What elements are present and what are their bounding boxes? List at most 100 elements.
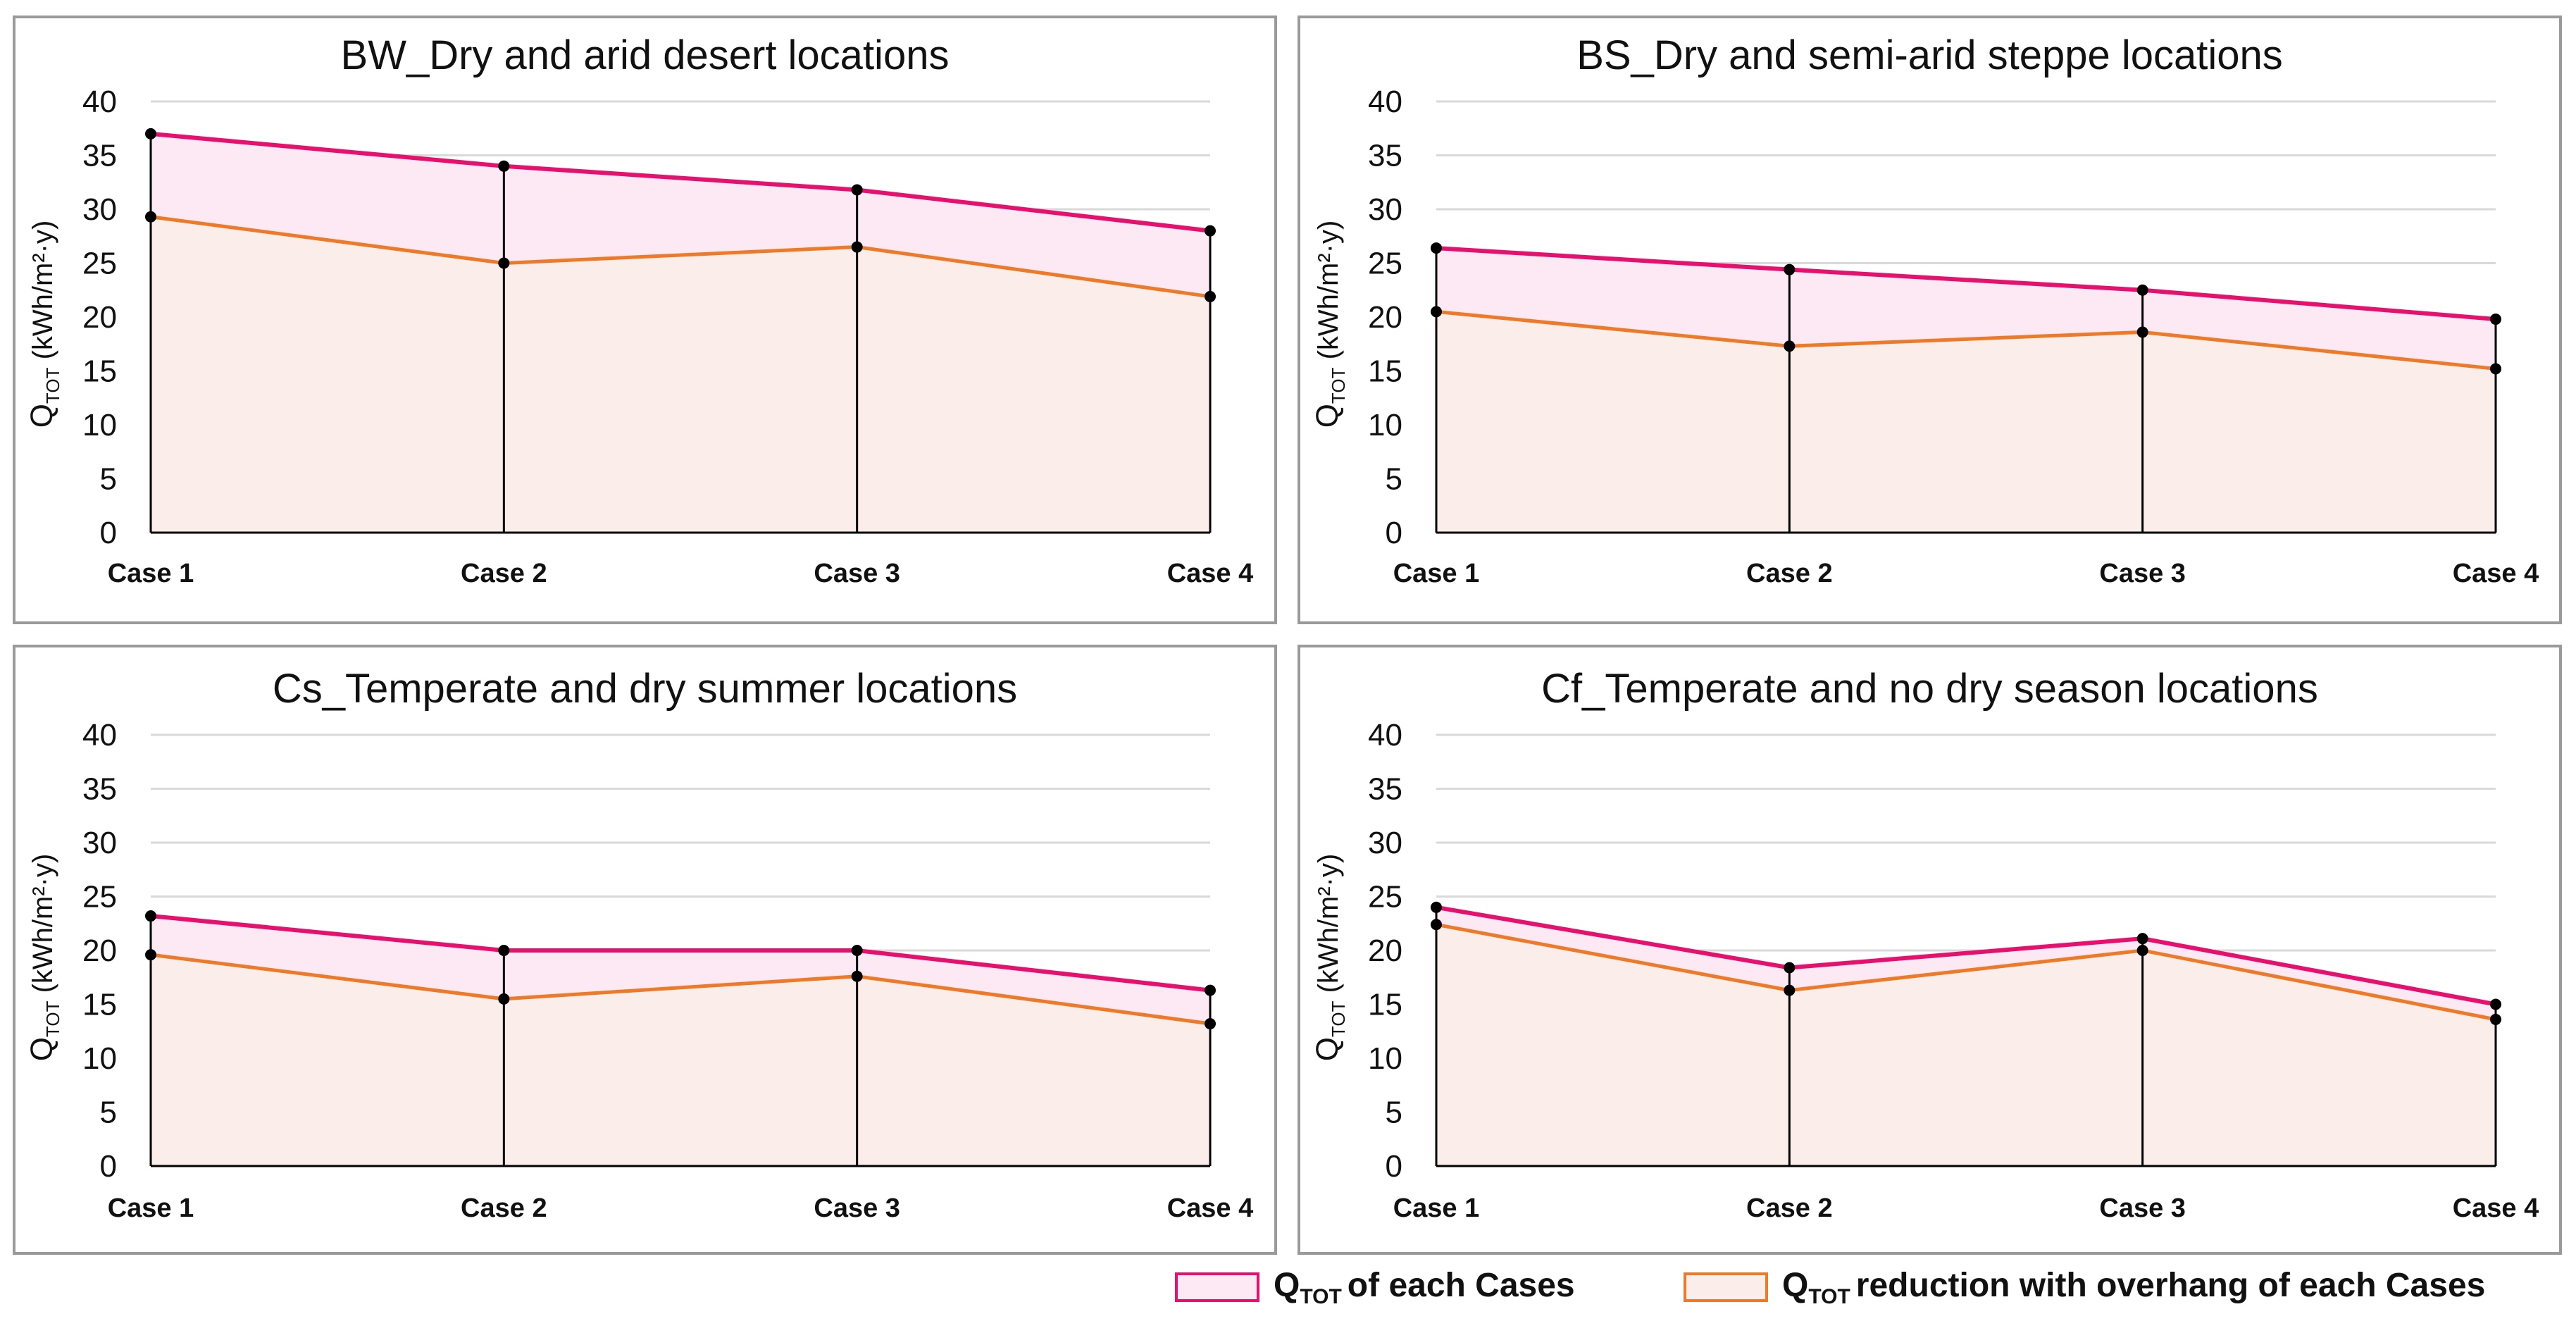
point-total xyxy=(498,160,510,172)
y-tick-label: 30 xyxy=(82,192,117,227)
y-axis-label: QTOT (kWh/m²·y) xyxy=(1310,221,1349,428)
x-tick-label: Case 4 xyxy=(1167,559,1254,588)
area-total xyxy=(151,133,1210,297)
chart-panel-cs: Cs_Temperate and dry summer locations 0 5 1… xyxy=(13,645,1277,1255)
point-reduction xyxy=(2136,945,2148,956)
series-line-total xyxy=(150,914,1211,993)
y-tick-label: 25 xyxy=(1368,880,1402,914)
y-tick-label: 35 xyxy=(82,772,117,807)
y-tick-label: 30 xyxy=(82,826,117,860)
point-reduction xyxy=(2490,1013,2501,1025)
area-reduction xyxy=(1436,924,2496,1166)
series-line-reduction xyxy=(150,953,1211,1026)
y-tick-label: 5 xyxy=(100,1096,117,1130)
point-total xyxy=(2136,284,2148,296)
y-tick-label: 25 xyxy=(82,880,117,914)
y-tick-label: 35 xyxy=(1368,772,1402,807)
y-tick-label: 20 xyxy=(1368,934,1402,968)
y-tick-label: 0 xyxy=(100,1149,117,1184)
x-tick-label: Case 2 xyxy=(461,1194,547,1223)
legend-item-total: QTOT of each Cases xyxy=(1175,1263,1575,1312)
chart-svg: BW_Dry and arid desert locations 0 5 10 15 20… xyxy=(25,32,1254,588)
x-tick-label: Case 3 xyxy=(814,559,900,588)
point-reduction xyxy=(1205,1018,1216,1030)
y-tick-label: 10 xyxy=(82,408,117,442)
y-axis-label: QTOT (kWh/m²·y) xyxy=(25,221,63,428)
y-tick-label: 0 xyxy=(100,516,117,550)
x-tick-label: Case 1 xyxy=(108,559,194,588)
point-reduction xyxy=(1784,984,1796,996)
series-line-total xyxy=(1436,905,2496,1007)
y-tick-label: 15 xyxy=(82,354,117,389)
chart-title: Cs_Temperate and dry summer locations xyxy=(273,666,1017,712)
y-tick-label: 40 xyxy=(1368,85,1402,119)
chart-title: Cf_Temperate and no dry season locations xyxy=(1541,666,2318,712)
chart-panel-cf: Cf_Temperate and no dry season locations… xyxy=(1298,645,2562,1255)
y-tick-label: 25 xyxy=(1368,247,1402,281)
point-total xyxy=(1431,242,1442,254)
y-tick-label: 40 xyxy=(82,85,117,119)
y-tick-label: 10 xyxy=(82,1041,117,1076)
point-total xyxy=(1431,901,1442,913)
point-reduction xyxy=(498,993,510,1005)
y-tick-label: 35 xyxy=(82,139,117,173)
legend-label-reduction: QTOT reduction with overhang of each Case… xyxy=(1782,1266,2486,1308)
y-tick-label: 0 xyxy=(1386,516,1402,550)
y-tick-label: 0 xyxy=(1386,1149,1402,1184)
area-reduction xyxy=(151,955,1210,1166)
series-line-reduction xyxy=(1436,922,2496,1022)
area-reduction xyxy=(151,216,1210,533)
y-tick-label: 40 xyxy=(82,718,117,752)
point-total xyxy=(2490,314,2501,326)
point-total xyxy=(2136,933,2148,945)
series-line-reduction xyxy=(150,215,1211,299)
area-total xyxy=(1436,248,2496,369)
point-total xyxy=(851,945,863,956)
y-tick-label: 20 xyxy=(82,300,117,335)
point-reduction xyxy=(851,241,863,253)
point-reduction xyxy=(2490,363,2501,375)
point-total xyxy=(851,184,863,196)
point-total xyxy=(2490,998,2501,1010)
chart-title: BS_Dry and semi-arid steppe locations xyxy=(1576,32,2283,78)
x-tick-label: Case 1 xyxy=(1393,559,1480,588)
series-line-reduction xyxy=(1436,309,2496,371)
series-line-total xyxy=(1436,246,2496,322)
x-tick-label: Case 3 xyxy=(2099,1194,2186,1223)
y-tick-label: 5 xyxy=(1386,1096,1402,1130)
y-tick-label: 30 xyxy=(1368,826,1402,860)
x-tick-label: Case 1 xyxy=(1393,1194,1480,1223)
legend-swatch-reduction xyxy=(1684,1272,1768,1302)
point-reduction xyxy=(1205,290,1216,302)
y-axis-label: QTOT (kWh/m²·y) xyxy=(1310,854,1349,1062)
x-tick-label: Case 4 xyxy=(2453,1194,2539,1223)
y-tick-label: 20 xyxy=(82,934,117,968)
series-line-total xyxy=(150,131,1211,233)
x-tick-label: Case 1 xyxy=(108,1194,194,1223)
area-total xyxy=(1436,907,2496,1019)
point-total xyxy=(1784,264,1796,275)
legend-item-reduction: QTOT reduction with overhang of each Case… xyxy=(1684,1263,2485,1312)
y-axis-label: QTOT (kWh/m²·y) xyxy=(25,854,63,1062)
point-total xyxy=(145,910,156,922)
point-total xyxy=(1205,225,1216,237)
y-tick-label: 30 xyxy=(1368,192,1402,227)
y-tick-label: 20 xyxy=(1368,300,1402,335)
x-tick-label: Case 2 xyxy=(1746,559,1833,588)
chart-svg: BS_Dry and semi-arid steppe locations 0 5 1… xyxy=(1310,32,2539,588)
x-tick-label: Case 3 xyxy=(814,1194,900,1223)
point-total xyxy=(1784,962,1796,974)
point-reduction xyxy=(1431,306,1442,318)
y-tick-label: 5 xyxy=(100,462,117,497)
y-tick-label: 10 xyxy=(1368,1041,1402,1076)
x-tick-label: Case 2 xyxy=(1746,1194,1833,1223)
point-total xyxy=(1205,984,1216,996)
point-reduction xyxy=(145,949,156,961)
y-tick-label: 15 xyxy=(1368,354,1402,389)
y-tick-label: 15 xyxy=(82,988,117,1022)
point-reduction xyxy=(851,970,863,982)
legend-label-total: QTOT of each Cases xyxy=(1274,1266,1575,1308)
y-tick-label: 25 xyxy=(82,247,117,281)
point-reduction xyxy=(1784,340,1796,352)
